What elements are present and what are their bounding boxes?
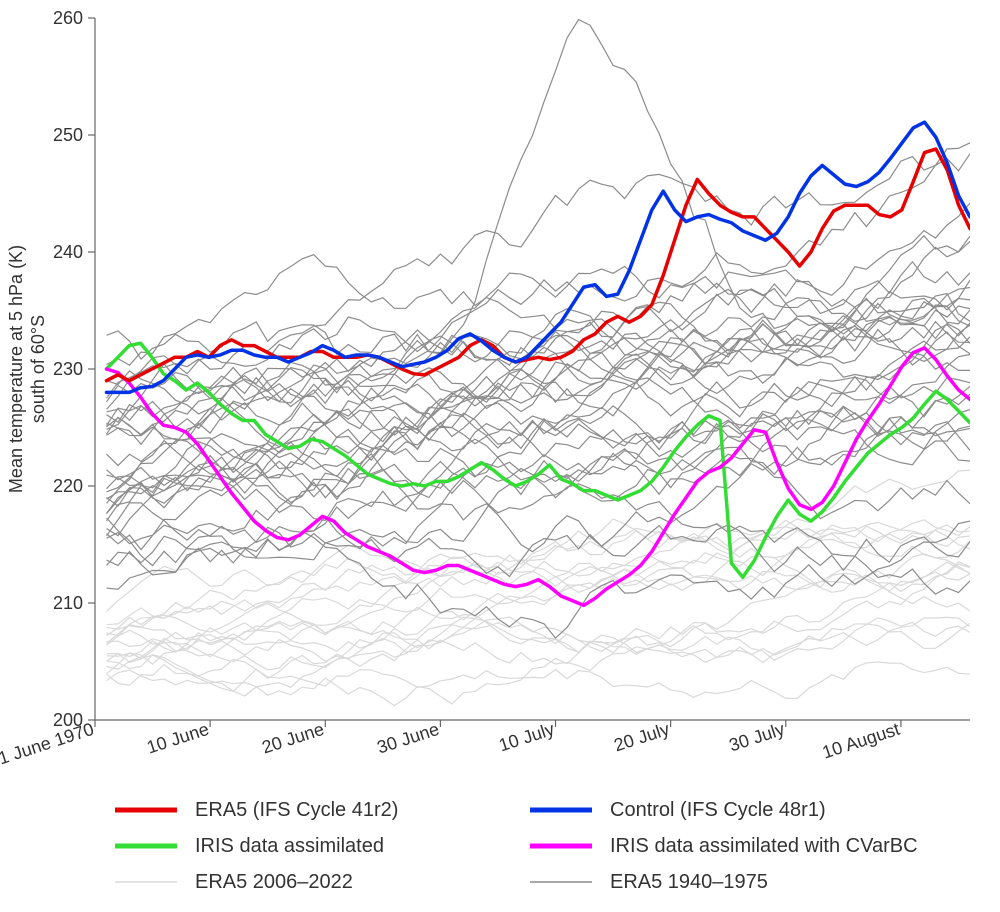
y-tick-label: 240 — [53, 242, 83, 262]
chart-svg: 2002102202302402502601 June 197010 June2… — [0, 0, 1000, 912]
y-tick-label: 210 — [53, 593, 83, 613]
y-tick-label: 260 — [53, 8, 83, 28]
y-tick-label: 250 — [53, 125, 83, 145]
x-tick-label: 10 June — [144, 719, 211, 758]
y-tick-label: 230 — [53, 359, 83, 379]
bg-series-dark — [107, 20, 970, 638]
legend-label-iris: IRIS data assimilated — [195, 835, 384, 857]
chart-container: 2002102202302402502601 June 197010 June2… — [0, 0, 1000, 912]
bg-series-light — [107, 470, 970, 705]
legend-label-bg_light: ERA5 2006–2022 — [195, 871, 353, 893]
x-tick-label: 20 July — [611, 719, 671, 756]
x-tick-label: 30 June — [375, 719, 442, 758]
legend-label-iriscvar: IRIS data assimilated with CVarBC — [610, 835, 918, 857]
x-tick-label: 10 July — [496, 719, 556, 756]
x-tick-label: 1 June 1970 — [0, 719, 96, 769]
y-axis-label-1: Mean temperature at 5 hPa (K) — [6, 245, 26, 493]
x-tick-label: 30 July — [727, 719, 787, 756]
x-tick-label: 20 June — [259, 719, 326, 758]
legend-label-bg_dark: ERA5 1940–1975 — [610, 871, 768, 893]
x-tick-label: 10 August — [820, 719, 902, 763]
y-axis-label-2: south of 60°S — [28, 315, 48, 423]
y-tick-label: 220 — [53, 476, 83, 496]
legend-label-control: Control (IFS Cycle 48r1) — [610, 799, 826, 821]
legend-label-era5: ERA5 (IFS Cycle 41r2) — [195, 799, 398, 821]
